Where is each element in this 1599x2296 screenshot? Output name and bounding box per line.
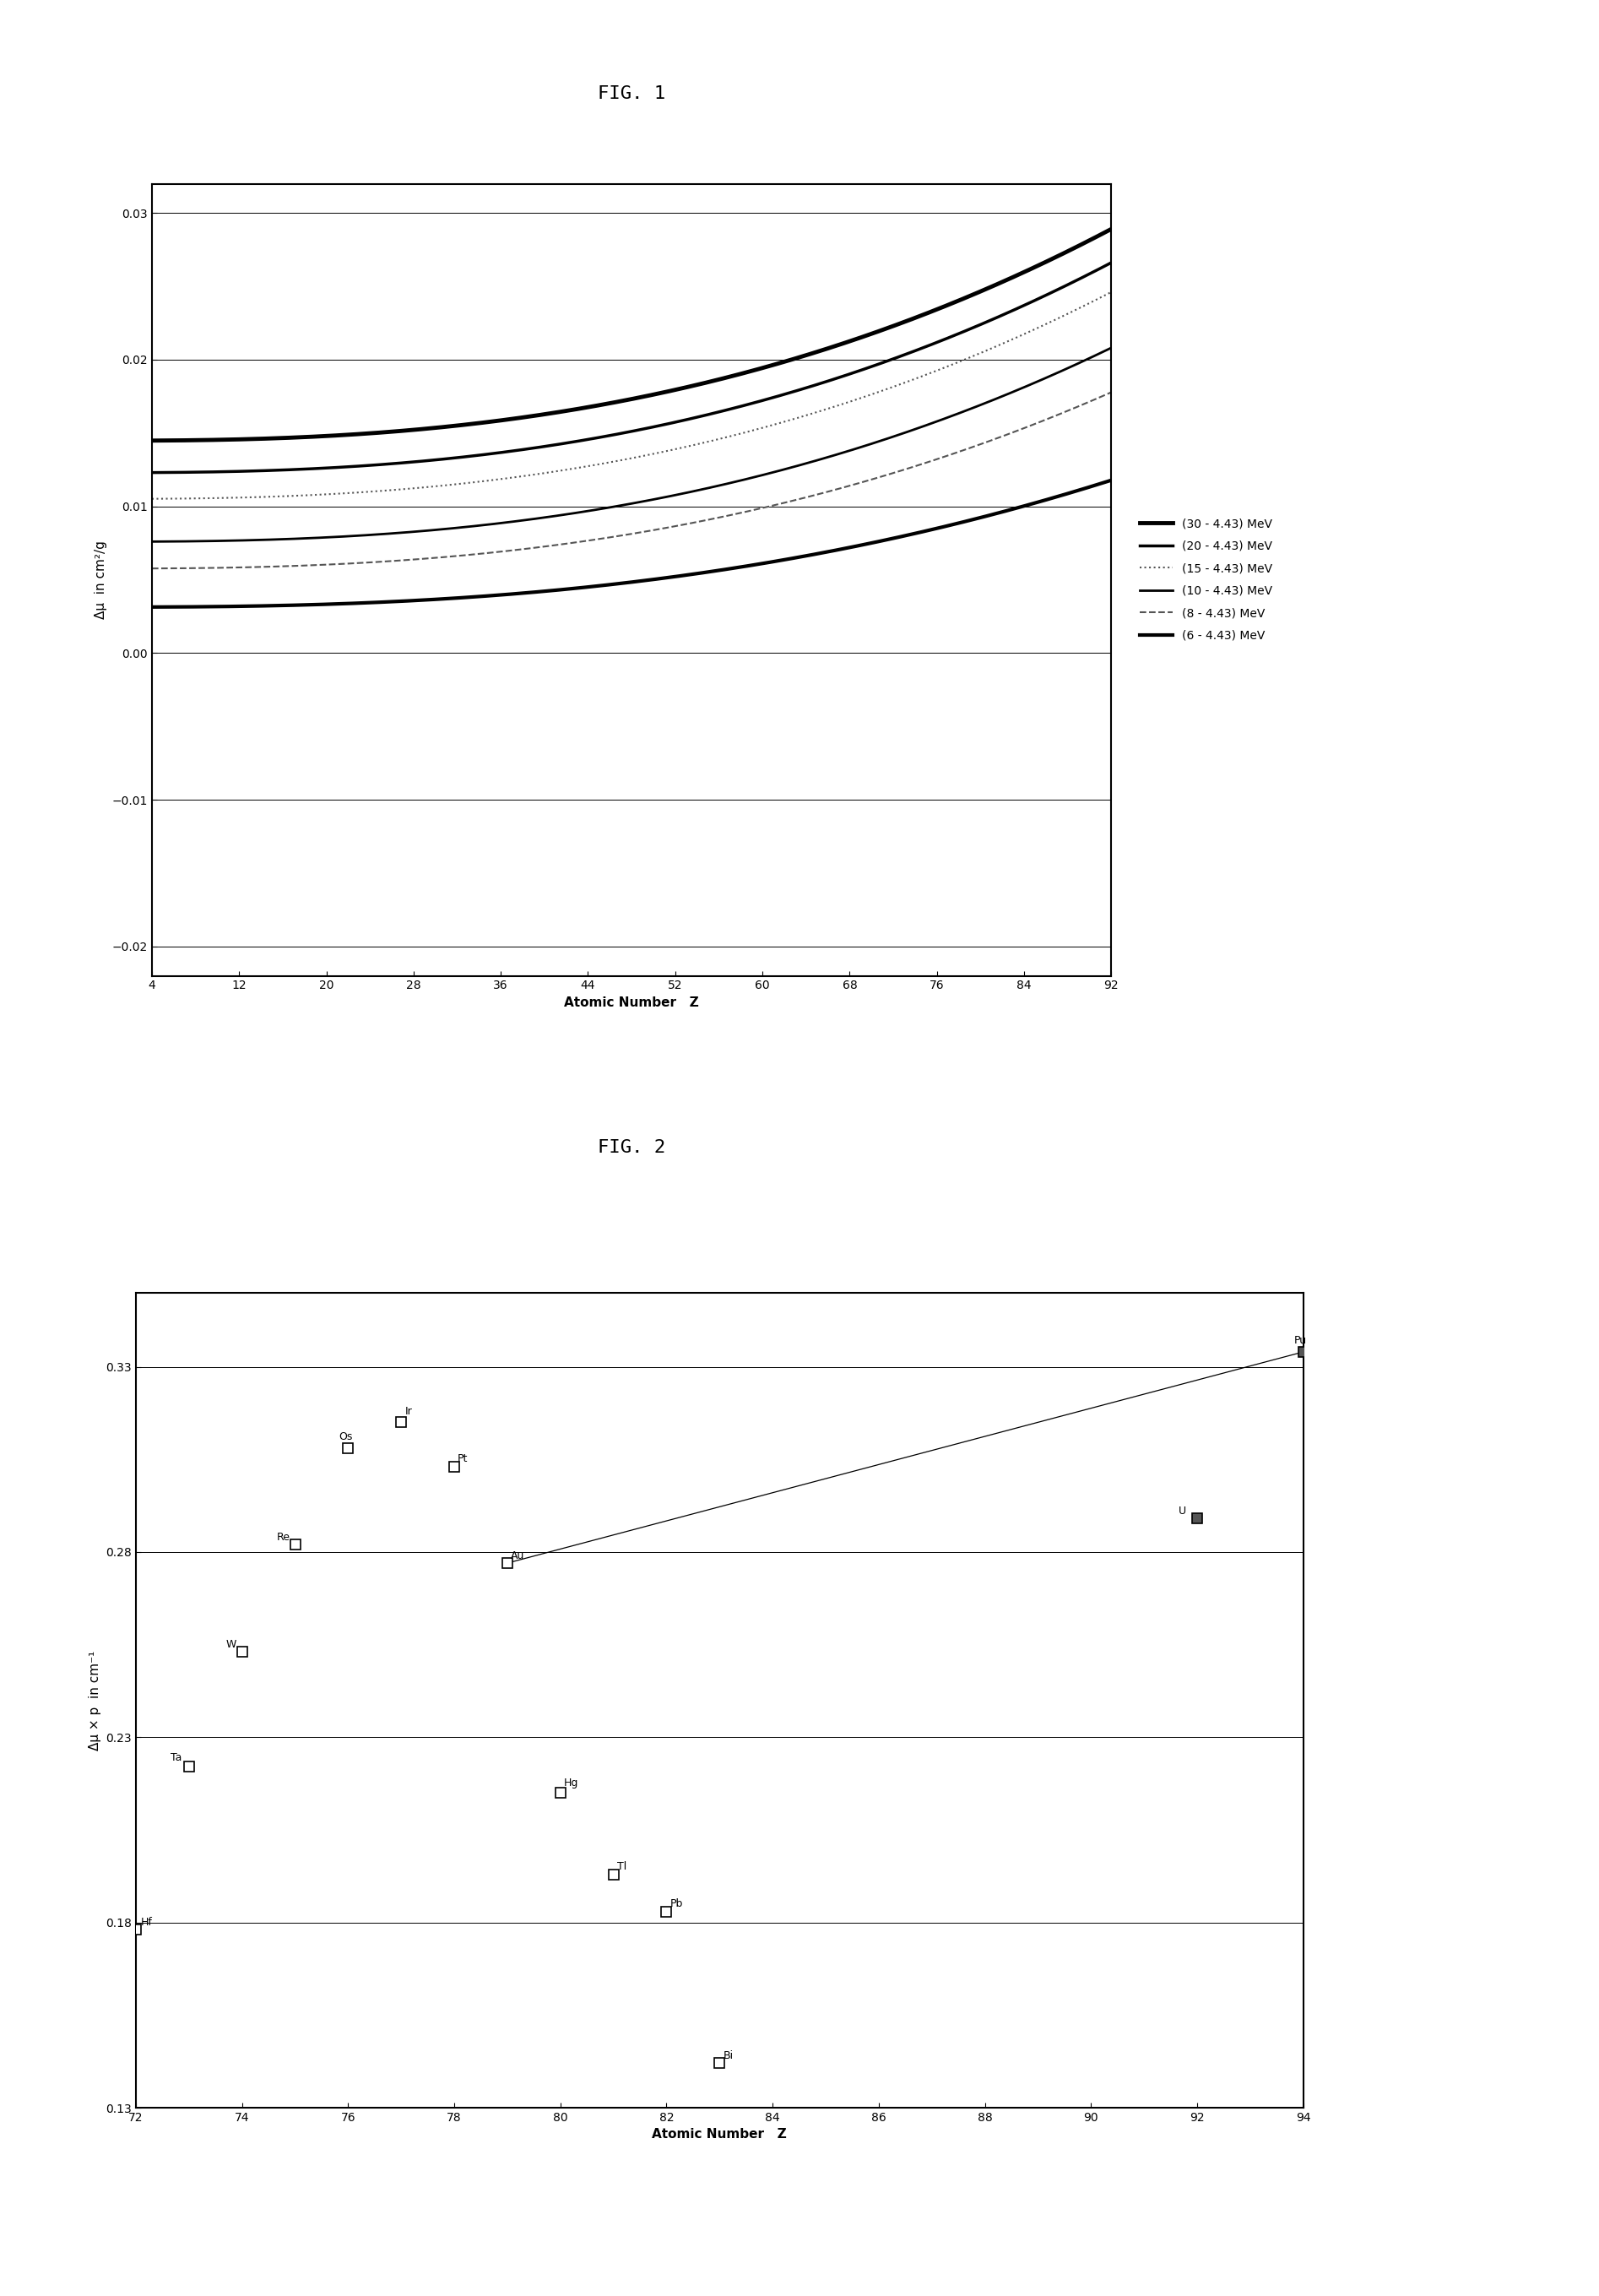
Text: Tl: Tl [617,1862,627,1871]
Text: FIG. 1: FIG. 1 [598,85,665,101]
Legend: (30 - 4.43) MeV, (20 - 4.43) MeV, (15 - 4.43) MeV, (10 - 4.43) MeV, (8 - 4.43) M: (30 - 4.43) MeV, (20 - 4.43) MeV, (15 - … [1137,514,1276,645]
Y-axis label: Δμ × p  in cm⁻¹: Δμ × p in cm⁻¹ [88,1651,101,1750]
Text: Ta: Ta [169,1752,182,1763]
Text: Os: Os [339,1433,353,1442]
Y-axis label: Δμ  in cm²/g: Δμ in cm²/g [94,540,107,620]
Text: Pu: Pu [1294,1336,1306,1345]
X-axis label: Atomic Number   Z: Atomic Number Z [564,996,699,1008]
X-axis label: Atomic Number   Z: Atomic Number Z [652,2128,787,2140]
Text: Hg: Hg [564,1777,579,1789]
Text: Au: Au [510,1550,524,1561]
Text: U: U [1178,1506,1186,1515]
Text: Pt: Pt [457,1453,469,1465]
Text: Bi: Bi [723,2050,734,2062]
Text: Ir: Ir [405,1405,413,1417]
Text: Hf: Hf [141,1917,152,1929]
Text: Pb: Pb [670,1899,683,1910]
Text: FIG. 2: FIG. 2 [598,1139,665,1155]
Text: W: W [225,1639,237,1651]
Text: Re: Re [277,1531,289,1543]
